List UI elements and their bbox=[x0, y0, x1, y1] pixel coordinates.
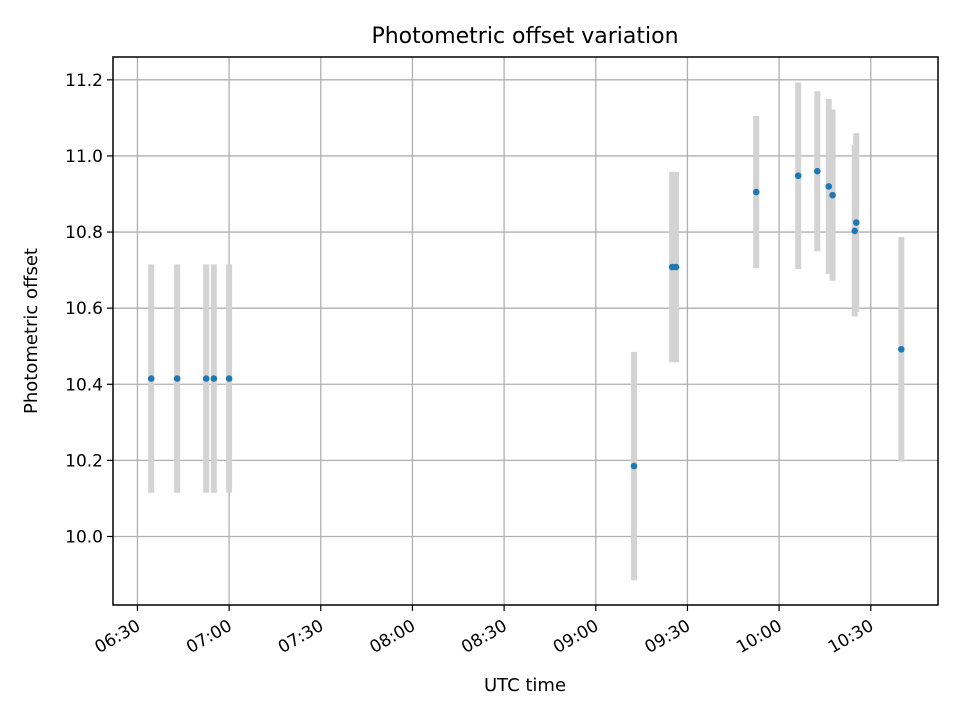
data-point bbox=[173, 375, 181, 382]
data-point bbox=[147, 375, 155, 382]
x-tick-label: 06:30 bbox=[92, 616, 144, 658]
x-tick-label: 09:30 bbox=[642, 616, 694, 658]
data-point bbox=[210, 375, 218, 382]
plot-frame bbox=[112, 56, 939, 606]
data-point bbox=[752, 188, 760, 196]
y-axis-label: Photometric offset bbox=[21, 248, 42, 414]
data-point bbox=[202, 375, 210, 382]
data-point bbox=[225, 375, 233, 382]
x-axis-label: UTC time bbox=[484, 675, 566, 696]
data-point bbox=[825, 183, 833, 190]
x-tick-label: 07:00 bbox=[183, 616, 235, 658]
x-tick-label: 10:00 bbox=[733, 616, 785, 658]
chart-title: Photometric offset variation bbox=[371, 24, 678, 49]
grid-lines bbox=[113, 57, 938, 605]
data-point bbox=[851, 227, 859, 235]
y-tick-label: 10.4 bbox=[65, 375, 103, 395]
x-tick-label: 07:30 bbox=[275, 616, 327, 658]
y-tick-label: 11.2 bbox=[65, 71, 103, 91]
x-tick-label: 09:00 bbox=[550, 616, 602, 658]
y-tick-label: 11.0 bbox=[65, 147, 103, 167]
data-point bbox=[794, 172, 802, 180]
data-point bbox=[898, 345, 905, 353]
x-tick-label: 10:30 bbox=[825, 616, 877, 658]
data-point bbox=[814, 167, 821, 175]
data-point bbox=[630, 462, 638, 470]
data-points bbox=[147, 167, 905, 470]
x-tick-label: 08:00 bbox=[367, 616, 419, 658]
data-point bbox=[672, 263, 680, 271]
y-tick-label: 10.6 bbox=[65, 299, 103, 319]
y-tick-label: 10.8 bbox=[65, 223, 103, 243]
y-tick-label: 10.0 bbox=[65, 528, 103, 548]
x-tick-label: 08:30 bbox=[458, 616, 510, 658]
y-tick-label: 10.2 bbox=[65, 451, 103, 471]
data-point bbox=[852, 219, 860, 226]
data-point bbox=[829, 191, 836, 199]
error-bars bbox=[148, 82, 905, 581]
